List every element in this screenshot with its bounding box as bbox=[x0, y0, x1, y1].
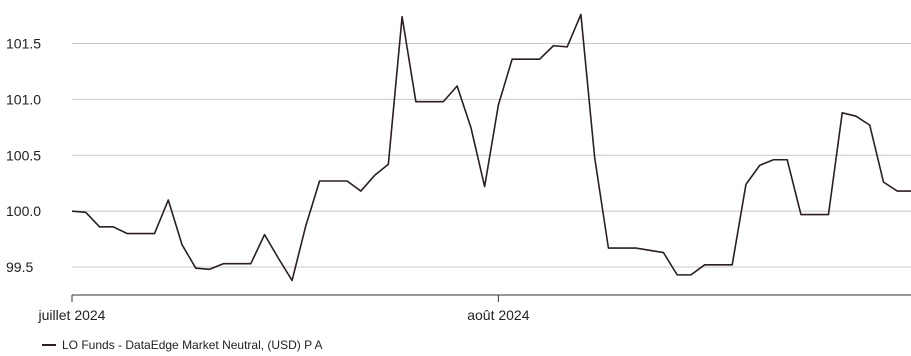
y-tick-label-3: 101.0 bbox=[6, 91, 41, 107]
legend: LO Funds - DataEdge Market Neutral, (USD… bbox=[42, 338, 323, 352]
y-tick-label-0: 99.5 bbox=[6, 259, 33, 275]
x-axis-ticks: juillet 2024 août 2024 bbox=[38, 295, 530, 323]
y-axis-tick-labels: 99.5 100.0 100.5 101.0 101.5 bbox=[6, 36, 41, 276]
series-group bbox=[71, 13, 911, 282]
grid-lines bbox=[72, 43, 911, 268]
y-tick-label-4: 101.5 bbox=[6, 36, 41, 52]
y-tick-label-1: 100.0 bbox=[6, 203, 41, 219]
legend-label: LO Funds - DataEdge Market Neutral, (USD… bbox=[62, 338, 323, 352]
y-tick-label-2: 100.5 bbox=[6, 147, 41, 163]
x-tick-label-1: août 2024 bbox=[467, 307, 529, 323]
legend-swatch bbox=[42, 344, 56, 346]
x-tick-label-0: juillet 2024 bbox=[38, 307, 106, 323]
series-line-0 bbox=[71, 13, 911, 282]
